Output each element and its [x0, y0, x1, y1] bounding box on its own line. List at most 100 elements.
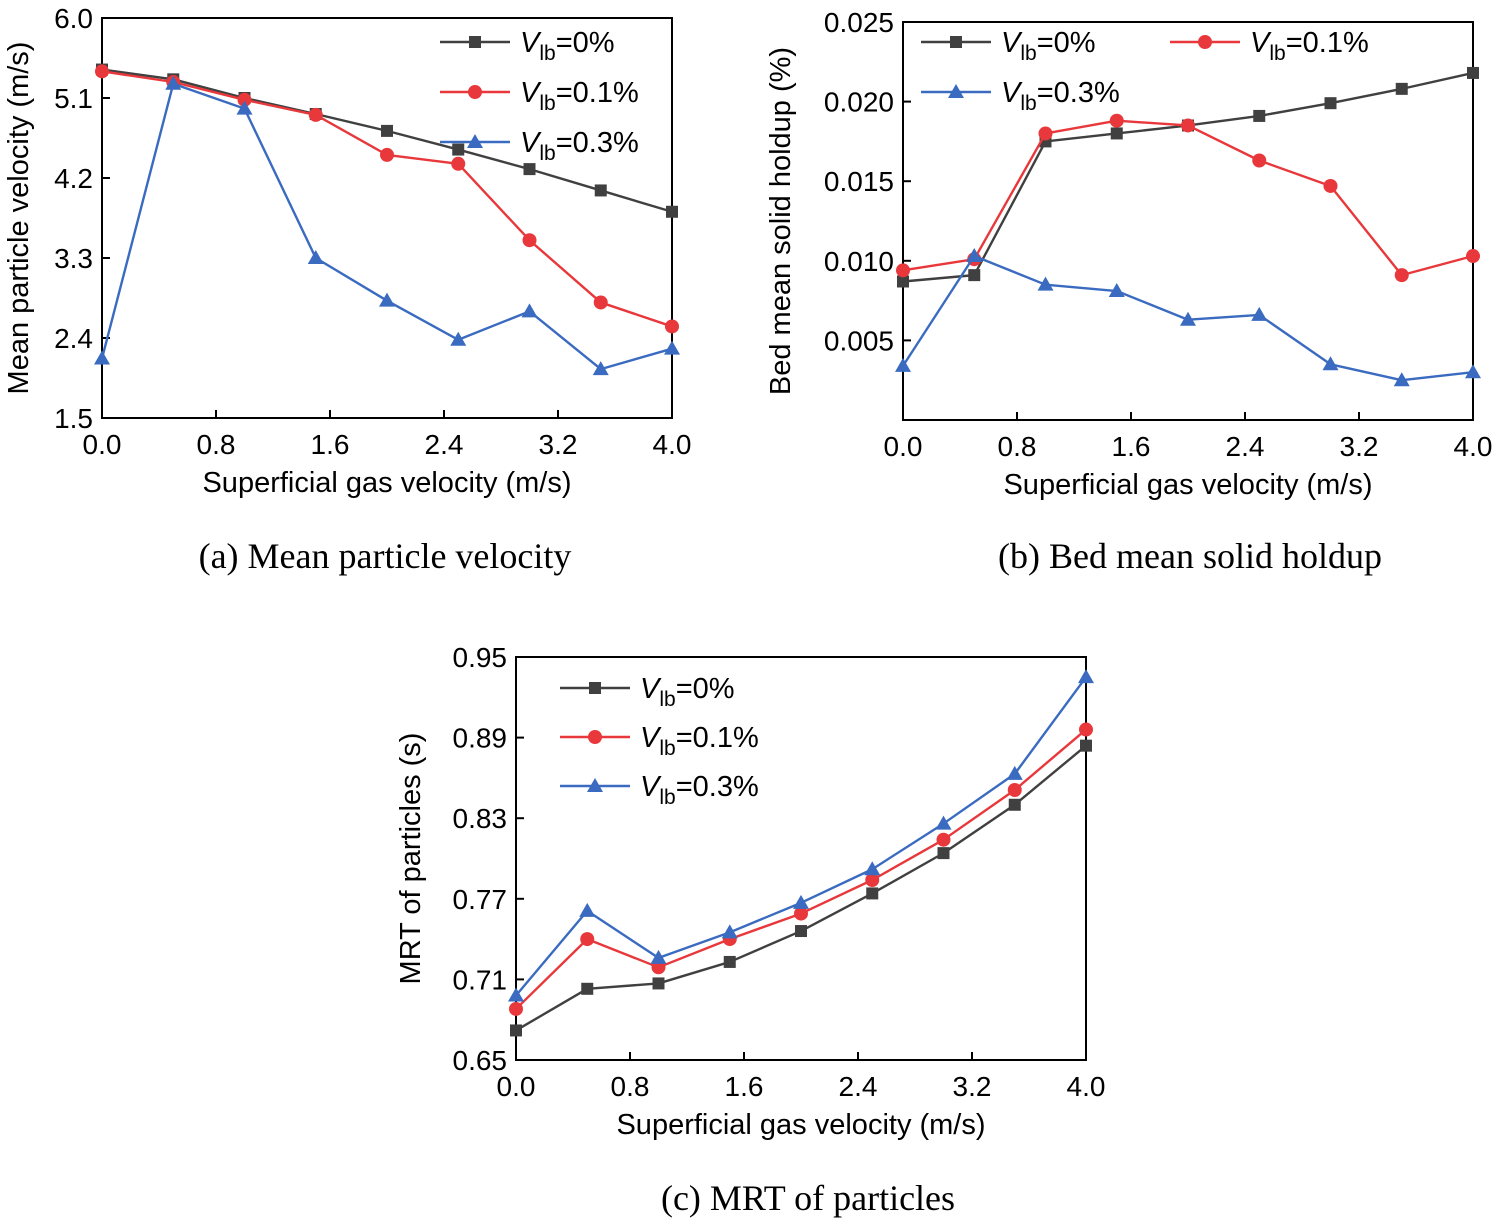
data-point	[594, 184, 607, 197]
series-0-pct	[897, 66, 1479, 288]
x-tick-label: 2.4	[425, 429, 464, 460]
legend-entry: Vlb=0.1%	[560, 722, 759, 760]
data-point	[794, 906, 808, 921]
chart-panel-b: 0.0 0.8 1.6 2.4 3.2 4.0 0.005 0.010 0.015 0.020 0.…	[765, 7, 1492, 576]
data-point	[1322, 356, 1339, 371]
series-line	[902, 119, 1474, 277]
data-point	[452, 143, 465, 156]
x-tick-label: 4.0	[1067, 1071, 1106, 1102]
legend-entry: Vlb=0%	[440, 27, 615, 65]
plot-frame	[515, 656, 1087, 1061]
legend-marker	[467, 134, 483, 148]
legend-marker	[469, 36, 481, 48]
legend-entry: Vlb=0.1%	[440, 77, 639, 115]
series-line	[902, 71, 1474, 283]
series-01-pct	[896, 113, 1480, 283]
data-point	[521, 303, 538, 318]
data-point	[652, 977, 665, 990]
data-point	[666, 205, 678, 218]
y-tick-label: 0.025	[824, 7, 894, 38]
legend-label: Vlb=0.3%	[1001, 77, 1120, 115]
data-point	[95, 64, 109, 79]
data-point	[1393, 372, 1410, 387]
data-point	[1180, 311, 1196, 326]
y-tick-label: 0.020	[824, 87, 894, 118]
y-tick-label: 0.005	[824, 325, 894, 356]
data-point	[1465, 364, 1481, 379]
data-point	[165, 75, 182, 90]
y-tick-label: 0.65	[453, 1045, 508, 1076]
data-point	[793, 894, 809, 909]
data-point	[935, 815, 952, 830]
data-point	[1006, 765, 1023, 780]
data-point	[1323, 178, 1338, 193]
data-point	[593, 295, 608, 310]
legend-marker	[948, 84, 964, 98]
series-01-pct	[95, 64, 679, 334]
legend-marker	[950, 36, 962, 48]
legend-label: Vlb=0%	[520, 27, 615, 65]
y-tick-label: 5.1	[54, 83, 93, 114]
data-point	[237, 92, 252, 107]
legend-label: Vlb=0.1%	[640, 722, 759, 760]
panel-caption: (a) Mean particle velocity	[199, 536, 572, 576]
y-tick-label: 0.83	[453, 803, 508, 834]
data-point	[1108, 283, 1125, 298]
x-tick-label: 1.6	[725, 1071, 764, 1102]
data-point	[897, 275, 909, 288]
data-point	[307, 250, 324, 264]
data-point	[308, 107, 323, 122]
x-tick-label: 4.0	[1454, 431, 1493, 462]
data-point	[1324, 97, 1337, 110]
data-point	[721, 924, 738, 939]
data-point	[522, 233, 537, 248]
data-point	[1466, 249, 1480, 264]
panel-caption: (b) Bed mean solid holdup	[998, 536, 1382, 576]
y-tick-label: 3.3	[54, 243, 93, 274]
x-tick-label: 0.8	[998, 431, 1037, 462]
data-point	[895, 357, 911, 372]
data-point	[1252, 153, 1267, 168]
x-tick-label: 3.2	[953, 1071, 992, 1102]
data-point	[723, 955, 736, 968]
data-point	[1253, 109, 1266, 122]
data-point	[896, 263, 910, 278]
legend-entry: Vlb=0%	[921, 27, 1096, 65]
data-point	[1007, 782, 1022, 797]
data-point	[937, 847, 950, 860]
data-point	[580, 932, 595, 947]
plot-frame	[101, 17, 673, 419]
data-point	[864, 861, 881, 876]
y-tick-label: 0.77	[453, 884, 508, 915]
y-tick-label: 4.2	[54, 163, 93, 194]
y-tick-label: 0.015	[824, 166, 894, 197]
data-point	[665, 319, 679, 334]
series-01-pct	[509, 722, 1093, 1016]
legend-label: Vlb=0.1%	[520, 77, 639, 115]
legend-marker	[588, 730, 602, 744]
legend-entry: Vlb=0.3%	[560, 771, 759, 809]
x-tick-label: 1.6	[311, 429, 350, 460]
legend-marker	[468, 85, 482, 99]
data-point	[581, 982, 594, 995]
series-03-pct	[94, 75, 680, 376]
data-point	[1080, 739, 1092, 752]
plot-frame	[902, 21, 1474, 421]
y-tick-label: 0.95	[453, 642, 508, 673]
data-point	[966, 248, 983, 263]
data-point	[1181, 118, 1195, 133]
y-tick-label: 6.0	[54, 3, 93, 34]
data-point	[1109, 113, 1124, 128]
data-point	[1038, 126, 1053, 141]
data-point	[450, 331, 467, 346]
data-point	[592, 361, 609, 376]
series-line	[101, 70, 673, 328]
legend-label: Vlb=0%	[1001, 27, 1096, 65]
x-tick-label: 0.8	[611, 1071, 650, 1102]
legend-marker	[1198, 35, 1212, 49]
y-tick-label: 0.010	[824, 246, 894, 277]
data-point	[1110, 127, 1123, 140]
data-point	[510, 1024, 522, 1037]
series-line	[515, 676, 1087, 997]
